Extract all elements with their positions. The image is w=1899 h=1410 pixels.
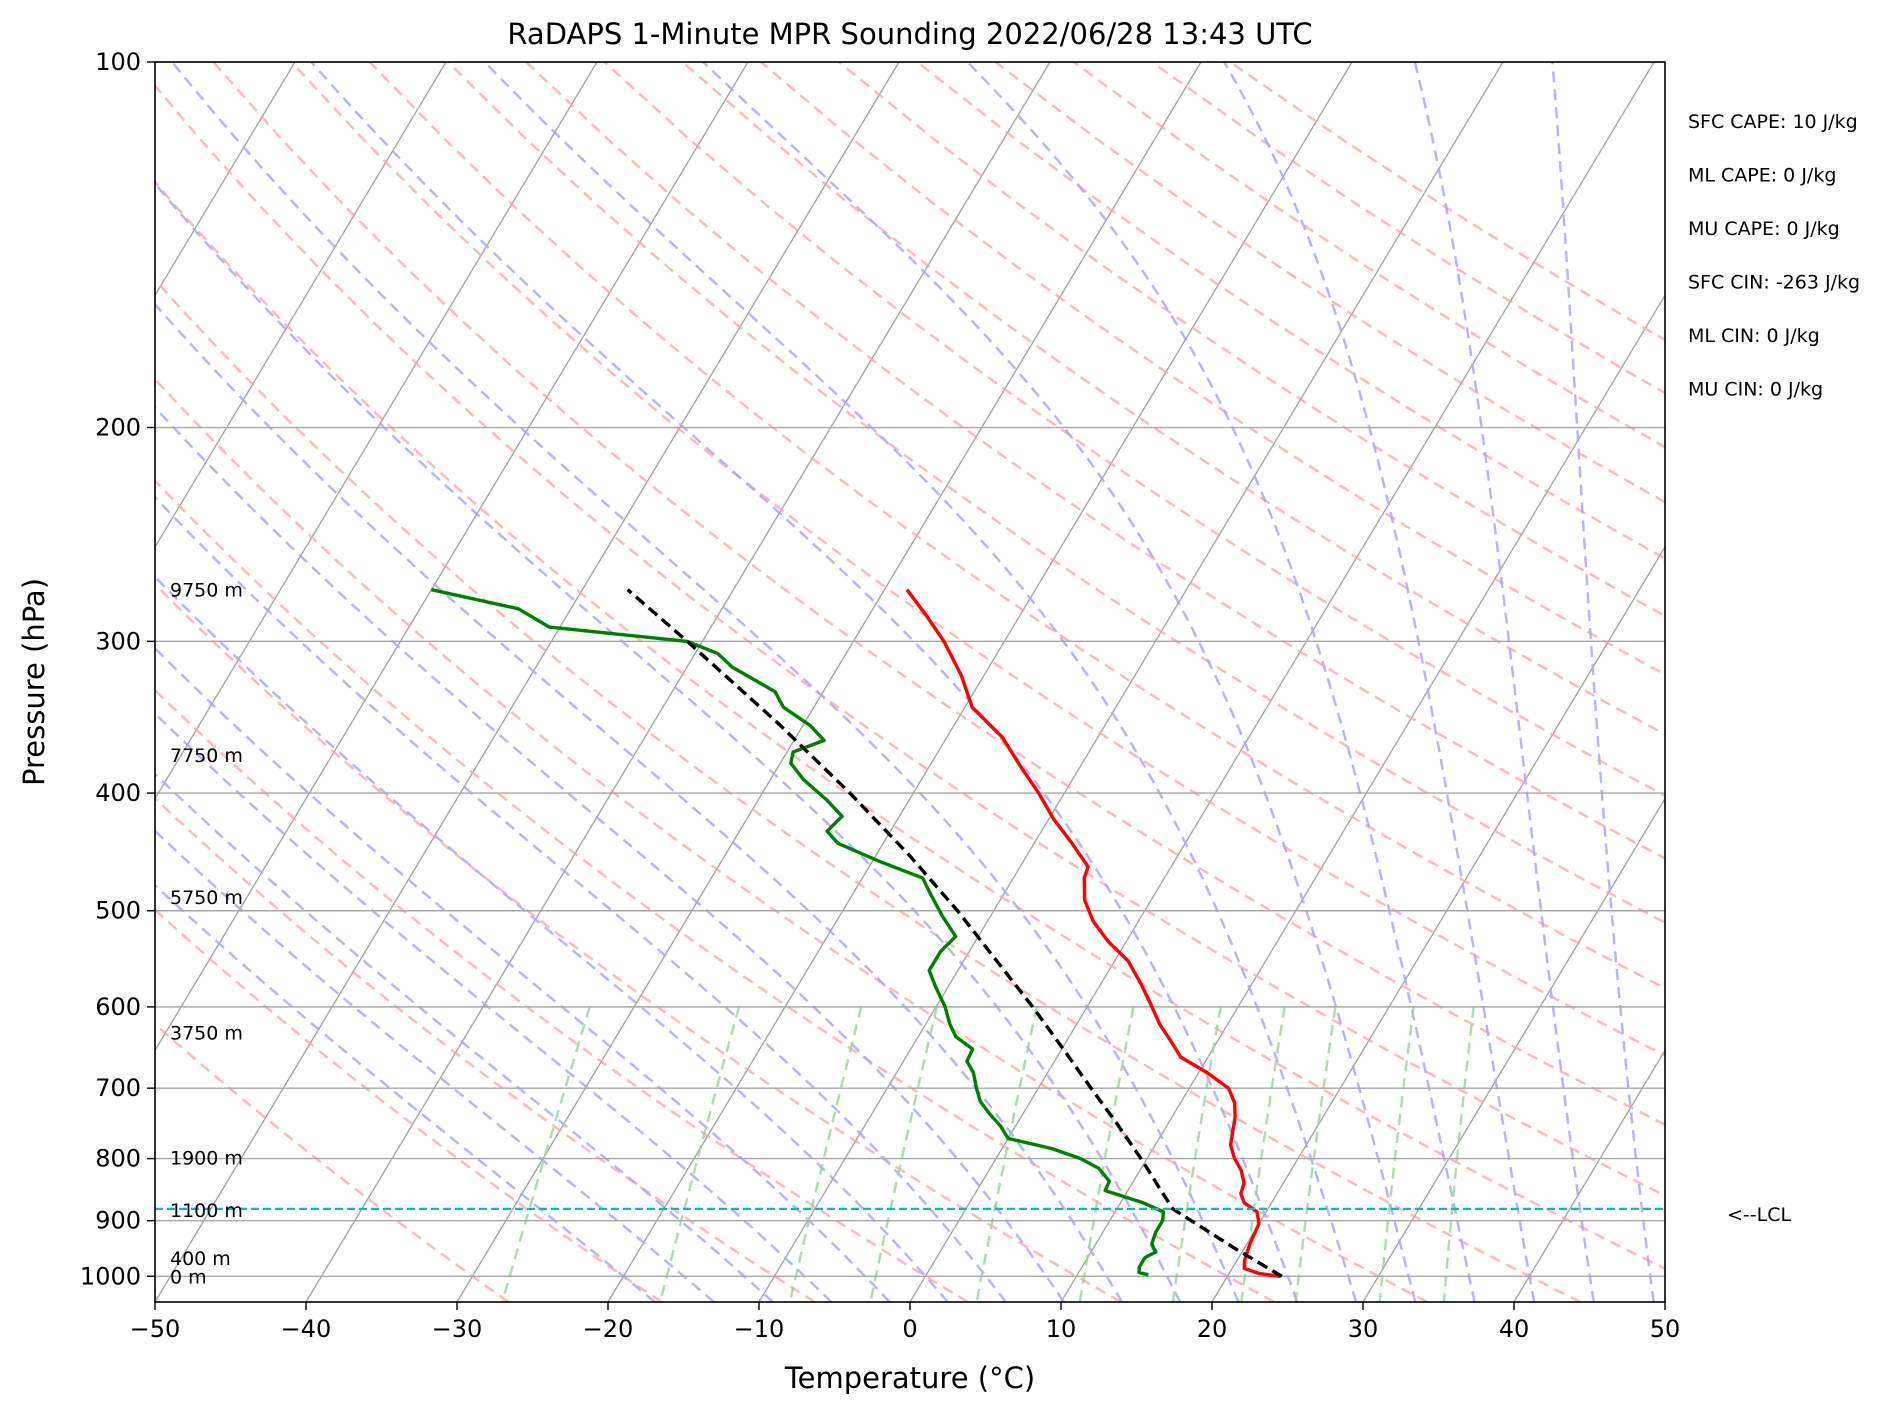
y-tick-label: 300: [95, 627, 141, 655]
height-label: 3750 m: [170, 1023, 243, 1045]
moist-adiabat-line: [703, 62, 1415, 1302]
isotherm-line: [1665, 62, 1899, 1302]
mixing-ratio-line: [790, 1007, 861, 1302]
chart-title: RaDAPS 1-Minute MPR Sounding 2022/06/28 …: [507, 17, 1312, 51]
x-tick-label: 50: [1650, 1315, 1681, 1343]
dry-adiabat-line: [683, 62, 1899, 1302]
x-tick-label: −30: [432, 1315, 483, 1343]
y-tick-label: 800: [95, 1145, 141, 1173]
dry-adiabat-line: [213, 62, 1899, 1302]
dry-adiabat-line: [0, 62, 1580, 1302]
dry-adiabat-line: [1074, 62, 1899, 1302]
lcl-label: <--LCL: [1727, 1204, 1791, 1226]
dry-adiabat-line: [0, 62, 509, 1302]
dry-adiabat-line: [1152, 62, 1899, 1302]
isotherm-line: [1212, 62, 1899, 1302]
moist-adiabat-line: [0, 62, 1064, 1302]
background-lines: [0, 62, 1899, 1302]
moist-adiabat-line: [1224, 62, 1534, 1302]
y-tick-label: 1000: [80, 1262, 141, 1290]
isotherm-line: [0, 62, 446, 1302]
moist-adiabat-line: [1415, 62, 1594, 1302]
x-axis-label: Temperature (°C): [784, 1361, 1035, 1395]
isotherm-line: [1816, 62, 1899, 1302]
height-label: 0 m: [170, 1266, 207, 1288]
mixing-ratio-line: [1444, 1007, 1474, 1302]
isotherm-line: [457, 62, 1201, 1302]
x-tick-label: 30: [1348, 1315, 1379, 1343]
x-tick-label: 40: [1499, 1315, 1530, 1343]
y-tick-label: 200: [95, 414, 141, 442]
mixing-ratio-line: [1380, 1007, 1414, 1302]
plot-frame: [155, 62, 1665, 1302]
y-tick-label: 900: [95, 1207, 141, 1235]
stat-text: ML CIN: 0 J/kg: [1688, 325, 1820, 347]
dry-adiabat-line: [0, 62, 1121, 1302]
sounding-profiles: [155, 590, 1665, 1277]
dry-adiabat-line: [135, 62, 1887, 1302]
x-tick-label: −20: [583, 1315, 634, 1343]
dry-adiabat-line: [604, 62, 1899, 1302]
isotherm-line: [910, 62, 1654, 1302]
mixing-ratio-line: [502, 1007, 590, 1302]
moist-adiabat-line: [0, 62, 831, 1302]
dry-adiabat-line: [57, 62, 1734, 1302]
y-tick-label: 600: [95, 993, 141, 1021]
dry-adiabat-line: [370, 62, 1899, 1302]
axis-ticks: −50 −40 −30 −20 −10 0 10 20 30 40 50 100 200 300 400 50…: [80, 48, 1680, 1343]
mixing-ratio-line: [1080, 1007, 1134, 1302]
dry-adiabat-line: [917, 62, 1899, 1302]
moist-adiabat-line: [0, 62, 714, 1302]
y-tick-label: 100: [95, 48, 141, 76]
isotherm-line: [759, 62, 1503, 1302]
height-label: 1900 m: [170, 1147, 243, 1169]
y-tick-label: 700: [95, 1074, 141, 1102]
moist-adiabat-line: [0, 62, 1006, 1302]
isotherm-line: [1061, 62, 1805, 1302]
stat-text: MU CAPE: 0 J/kg: [1688, 218, 1840, 240]
isotherm-line: [155, 62, 899, 1302]
stat-text: SFC CIN: -263 J/kg: [1688, 272, 1860, 294]
y-tick-label: 400: [95, 779, 141, 807]
y-axis-label: Pressure (hPa): [17, 578, 51, 786]
x-tick-label: 10: [1046, 1315, 1077, 1343]
mixing-ratio-line: [870, 1007, 937, 1302]
height-label: 9750 m: [170, 580, 243, 602]
x-tick-label: −10: [734, 1315, 785, 1343]
mixing-ratio-line: [660, 1007, 739, 1302]
dry-adiabat-line: [448, 62, 1899, 1302]
stat-text: ML CAPE: 0 J/kg: [1688, 165, 1836, 187]
stat-text: SFC CAPE: 10 J/kg: [1688, 111, 1858, 133]
x-tick-label: −50: [130, 1315, 181, 1343]
dry-adiabat-line: [0, 62, 662, 1302]
x-tick-label: 20: [1197, 1315, 1228, 1343]
moist-adiabat-line: [59, 62, 1181, 1302]
pressure-gridlines: [155, 62, 1665, 1276]
x-tick-label: −40: [281, 1315, 332, 1343]
x-tick-label: 0: [902, 1315, 917, 1343]
dry-adiabat-line: [1230, 62, 1899, 1302]
stat-text: MU CIN: 0 J/kg: [1688, 379, 1823, 401]
height-label: 5750 m: [170, 887, 243, 909]
dry-adiabat-line: [0, 62, 968, 1302]
moist-adiabat-line: [968, 62, 1475, 1302]
y-tick-label: 500: [95, 897, 141, 925]
height-label: 7750 m: [170, 745, 243, 767]
height-label: 1100 m: [170, 1200, 243, 1222]
isotherm-line: [4, 62, 748, 1302]
